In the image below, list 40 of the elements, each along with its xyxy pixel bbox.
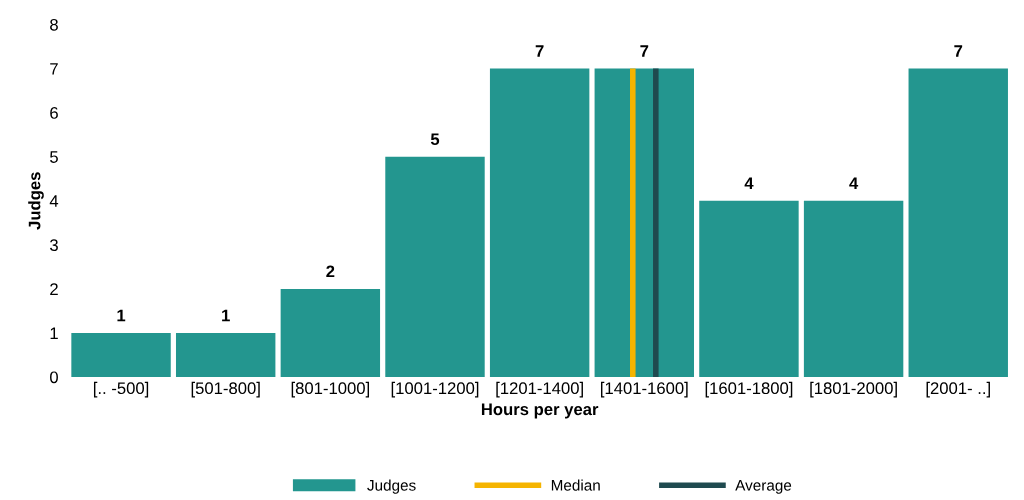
- bar: [280, 288, 381, 377]
- legend-label: Median: [551, 479, 600, 491]
- x-axis-title: Hours per year: [481, 403, 599, 419]
- x-tick-label: [1001-1200]: [391, 381, 479, 398]
- x-tick-label: [1601-1800]: [705, 381, 793, 398]
- y-tick-label: 1: [50, 327, 58, 339]
- y-tick-label: 7: [50, 63, 58, 75]
- x-tick-label: [.. -500]: [93, 381, 149, 398]
- legend-label: Average: [735, 480, 792, 494]
- x-tick-label: [501-800]: [191, 381, 260, 398]
- bar: [908, 68, 1008, 377]
- x-tick-label: [2001- ..]: [926, 381, 990, 398]
- data-label: 7: [640, 45, 649, 57]
- data-label: 4: [849, 177, 859, 189]
- y-tick-label: 3: [49, 239, 58, 252]
- y-tick-label: 8: [50, 18, 58, 31]
- bar: [699, 200, 799, 377]
- data-label: 1: [222, 309, 230, 322]
- y-tick-label: 6: [50, 107, 58, 119]
- y-tick-label: 2: [50, 283, 58, 295]
- legend-label: Judges: [367, 479, 416, 494]
- x-tick-label: [1201-1400]: [496, 381, 583, 398]
- bar: [489, 68, 590, 377]
- x-tick-label: [801-1000]: [291, 381, 370, 398]
- data-label: 5: [430, 133, 440, 146]
- y-tick-label: 4: [49, 195, 59, 207]
- x-tick-label: [1401-1600]: [601, 381, 688, 398]
- x-tick-label: [1801-2000]: [810, 381, 897, 398]
- bar: [385, 156, 485, 377]
- bar: [175, 332, 276, 377]
- data-label: 7: [535, 45, 544, 57]
- data-label: 4: [744, 177, 754, 189]
- bar: [803, 200, 904, 377]
- data-label: 7: [954, 45, 963, 57]
- bar: [71, 332, 171, 377]
- y-tick-label: 0: [50, 371, 58, 384]
- y-axis-title: Judges: [28, 172, 44, 230]
- data-label: 1: [117, 309, 126, 322]
- data-label: 2: [326, 265, 335, 278]
- y-tick-label: 5: [50, 151, 58, 163]
